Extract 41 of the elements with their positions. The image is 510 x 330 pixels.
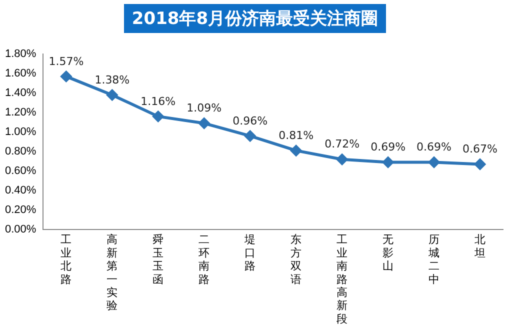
x-tick-label: 二环南路 — [198, 234, 210, 286]
data-label: 0.72% — [324, 138, 360, 151]
point — [60, 70, 72, 82]
y-tick-label: 1.40% — [4, 87, 36, 100]
data-label: 0.69% — [370, 140, 406, 154]
data-label: 0.81% — [278, 128, 314, 142]
data-label: 0.96% — [232, 114, 268, 128]
data-label: 1.38% — [94, 73, 130, 86]
x-tick-label: 堤口路 — [244, 234, 256, 273]
point — [474, 158, 486, 170]
x-tick-label: 北坦 — [474, 233, 486, 260]
x-tick-label: 东方双语 — [290, 233, 302, 286]
x-tick-label: 历城二中 — [428, 234, 440, 286]
x-tick-label: 无影山 — [382, 234, 394, 273]
y-tick-label: 1.60% — [4, 68, 36, 80]
y-tick-label: 1.80% — [4, 48, 36, 60]
y-tick-label: 0.60% — [4, 165, 36, 178]
data-label: 1.09% — [186, 102, 222, 115]
point — [152, 110, 164, 122]
point — [244, 130, 256, 142]
y-tick-label: 1.00% — [4, 126, 36, 138]
point — [382, 156, 394, 168]
data-label: 0.69% — [416, 140, 452, 154]
y-tick-label: 0.80% — [4, 146, 36, 158]
x-tick-label: 工业北路 — [60, 234, 72, 286]
y-tick-label: 1.20% — [4, 106, 36, 119]
point — [290, 145, 302, 156]
y-tick-label: 0.40% — [4, 184, 36, 197]
x-tick-label: 高新第一实验 — [106, 233, 118, 312]
x-tick-label: 工业南路高新段 — [336, 234, 348, 326]
data-label: 0.67% — [462, 142, 498, 156]
point — [106, 89, 118, 100]
data-label: 1.16% — [140, 94, 176, 108]
y-tick-label: 0.20% — [4, 204, 36, 216]
x-tick-label: 舜玉玉函 — [152, 233, 164, 286]
point — [428, 156, 440, 168]
y-tick-label: 0.00% — [4, 224, 36, 236]
point — [198, 118, 210, 129]
point — [336, 154, 348, 165]
chart-title: 2018年8月份济南最受关注商圈 — [124, 4, 386, 33]
data-label: 1.57% — [48, 54, 84, 68]
